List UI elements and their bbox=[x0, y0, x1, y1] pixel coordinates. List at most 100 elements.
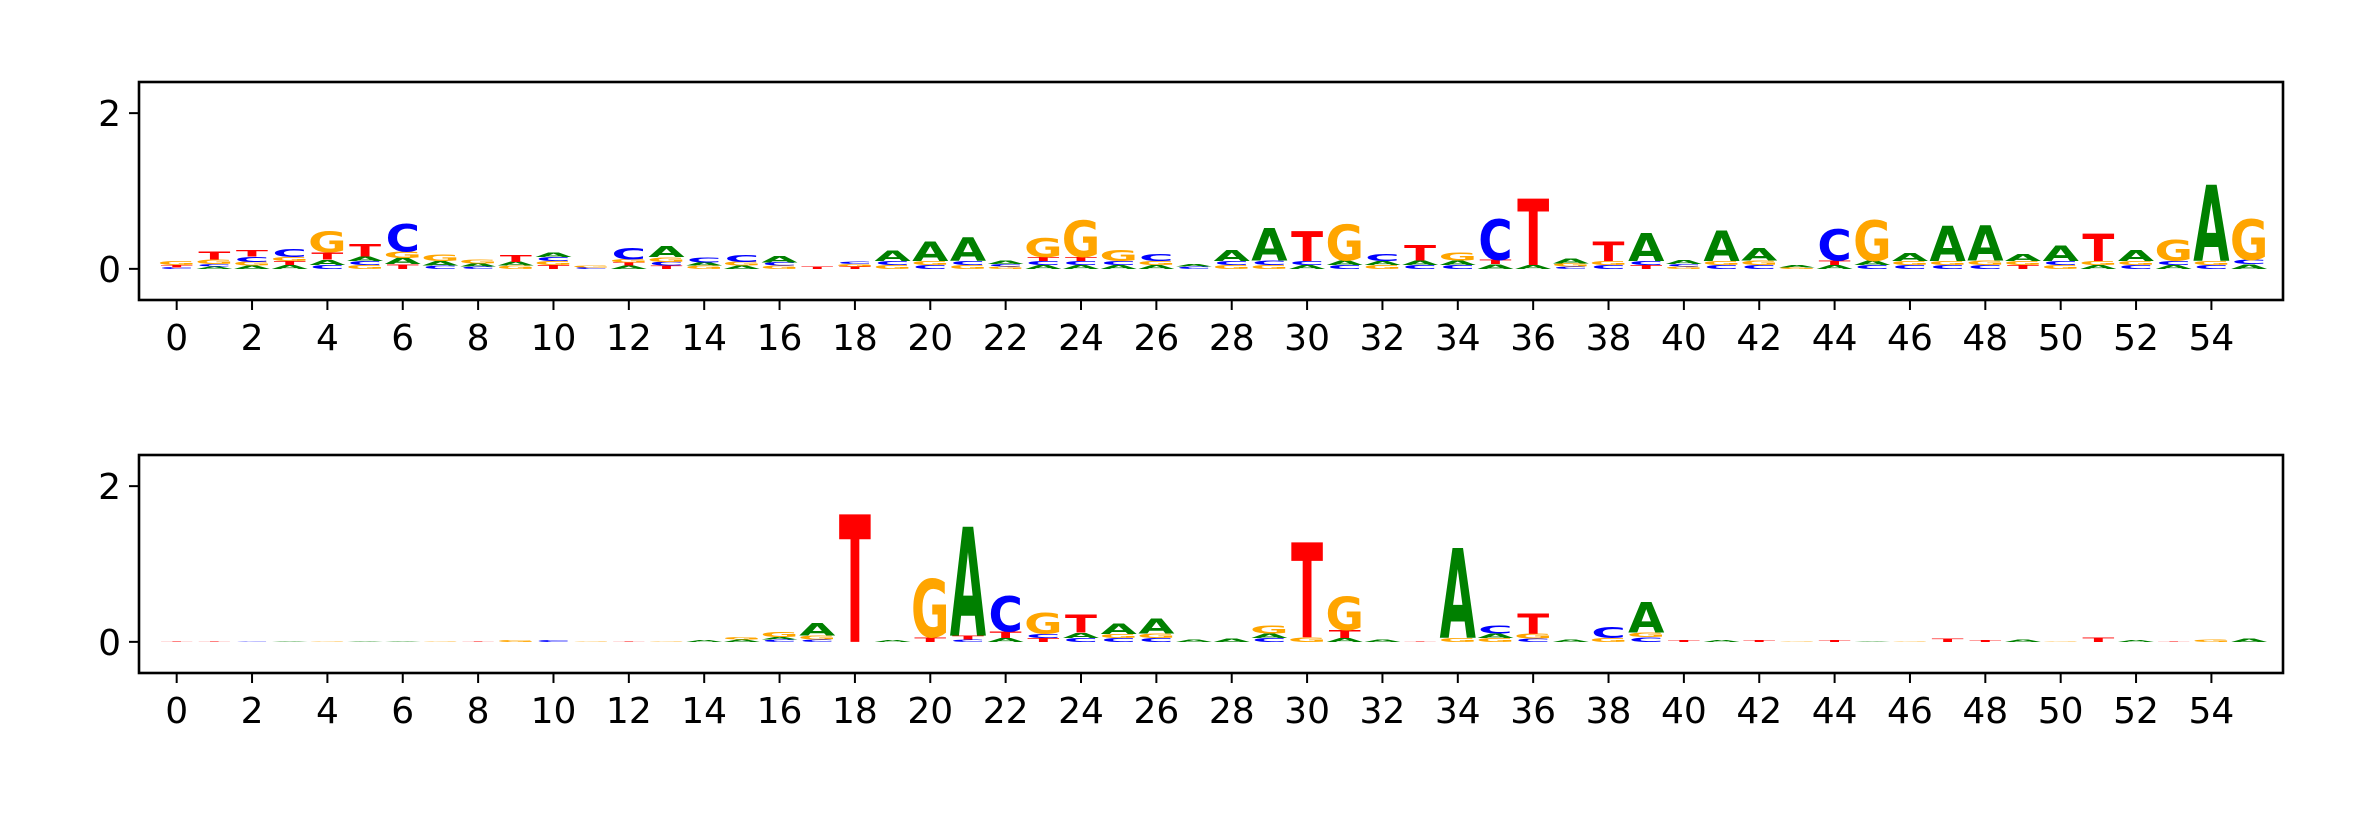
logo-letter-A: A bbox=[1703, 640, 1740, 643]
logo-letter-T: T bbox=[1517, 608, 1550, 640]
logo-letter-G: G bbox=[647, 256, 685, 263]
logo-letter-G: G bbox=[610, 259, 648, 264]
logo-letter-G: G bbox=[2041, 641, 2079, 642]
logo-letter-A: A bbox=[799, 620, 836, 640]
logo-letter-A: A bbox=[347, 255, 383, 262]
logo-letter-A: A bbox=[1930, 218, 1967, 274]
logo-letter-C: C bbox=[235, 641, 269, 642]
x-tick-label: 44 bbox=[1812, 691, 1858, 732]
logo-letter-G: G bbox=[308, 227, 346, 260]
x-tick-label: 4 bbox=[316, 691, 339, 732]
logo-letter-C: C bbox=[1290, 260, 1324, 266]
logo-letter-C: C bbox=[1968, 264, 2002, 270]
x-tick-label: 36 bbox=[1510, 691, 1556, 732]
logo-letter-C: C bbox=[1177, 266, 1211, 270]
logo-letter-A: A bbox=[1176, 639, 1213, 643]
logo-letter-T: T bbox=[500, 253, 532, 264]
x-tick-label: 10 bbox=[531, 691, 577, 732]
logo-letter-T: T bbox=[311, 251, 343, 262]
x-tick-label: 48 bbox=[1962, 318, 2008, 359]
logo-letter-A: A bbox=[1138, 615, 1174, 639]
logo-letter-A: A bbox=[272, 641, 309, 642]
logo-letter-T: T bbox=[952, 635, 984, 641]
logo-letter-G: G bbox=[647, 641, 685, 642]
logo-letter-A: A bbox=[2193, 166, 2229, 287]
logo-letter-C: C bbox=[1441, 264, 1475, 270]
logo-letter-C: C bbox=[1667, 264, 1701, 268]
logo-letter-G: G bbox=[1250, 264, 1288, 270]
logo-letter-C: C bbox=[838, 261, 872, 265]
logo-letter-C: C bbox=[612, 245, 646, 263]
logo-letter-G: G bbox=[1099, 633, 1137, 639]
logo-letter-C: C bbox=[1026, 633, 1060, 639]
logo-letter-A: A bbox=[1816, 264, 1853, 270]
logo-letter-C: C bbox=[1817, 220, 1851, 270]
logo-letter-G: G bbox=[1778, 641, 1816, 642]
logo-letter-A: A bbox=[1553, 639, 1590, 643]
logo-letter-A: A bbox=[2118, 248, 2154, 265]
logo-letter-A: A bbox=[648, 244, 684, 261]
logo-letter-A: A bbox=[1364, 639, 1401, 643]
logo-letter-T: T bbox=[1404, 240, 1436, 265]
logo-letter-A: A bbox=[1063, 264, 1100, 270]
logo-letter-A: A bbox=[2080, 264, 2117, 270]
logo-letter-T: T bbox=[1027, 256, 1059, 262]
logo-letter-G: G bbox=[723, 637, 761, 641]
logo-letter-A: A bbox=[460, 263, 497, 268]
logo-letter-G: G bbox=[2117, 260, 2155, 266]
logo-letter-G: G bbox=[1024, 233, 1062, 263]
logo-letter-G: G bbox=[497, 265, 535, 270]
logo-letter-T: T bbox=[161, 264, 193, 268]
x-tick-label: 6 bbox=[391, 691, 414, 732]
logo-letter-C: C bbox=[1365, 252, 1399, 263]
logo-letter-A: A bbox=[1327, 259, 1363, 266]
logo-letter-T: T bbox=[2082, 636, 2114, 643]
logo-letter-G: G bbox=[1853, 210, 1891, 275]
x-tick-label: 38 bbox=[1586, 691, 1632, 732]
logo-letter-A: A bbox=[347, 641, 384, 642]
logo-letter-A: A bbox=[1628, 226, 1664, 271]
logo-letter-T: T bbox=[990, 630, 1022, 640]
logo-letter-G: G bbox=[1099, 248, 1137, 265]
logo-letter-C: C bbox=[951, 639, 985, 643]
logo-letter-T: T bbox=[613, 262, 645, 267]
logo-letter-G: G bbox=[572, 641, 610, 642]
logo-letter-G: G bbox=[1966, 259, 2004, 266]
logo-letter-T: T bbox=[161, 641, 194, 642]
logo-letter-G: G bbox=[1589, 260, 1627, 266]
logo-letter-A: A bbox=[1741, 245, 1778, 265]
logo-letter-A: A bbox=[1779, 264, 1816, 268]
logo-letter-A: A bbox=[686, 640, 723, 643]
logo-letter-A: A bbox=[1214, 638, 1251, 643]
x-tick-label: 14 bbox=[681, 691, 727, 732]
logo-letter-G: G bbox=[1514, 632, 1552, 641]
logo-letter-G: G bbox=[2230, 209, 2268, 274]
logo-letter-T: T bbox=[914, 636, 946, 643]
logo-letter-C: C bbox=[988, 588, 1022, 644]
logo-letter-C: C bbox=[913, 264, 947, 270]
logo-letter-T: T bbox=[1819, 259, 1851, 266]
logo-letter-T: T bbox=[2007, 264, 2039, 270]
x-tick-label: 0 bbox=[165, 318, 188, 359]
x-tick-label: 48 bbox=[1962, 691, 2008, 732]
logo-letter-A: A bbox=[1628, 595, 1665, 643]
logo-letter-T: T bbox=[839, 266, 871, 270]
logo-letter-C: C bbox=[988, 264, 1022, 268]
logo-letter-C: C bbox=[1215, 260, 1249, 266]
logo-letter-G: G bbox=[1476, 637, 1514, 643]
logo-letter-C: C bbox=[1855, 264, 1889, 270]
logo-letter-C: C bbox=[2194, 264, 2228, 270]
logo-letter-G: G bbox=[572, 265, 610, 268]
x-tick-label: 54 bbox=[2189, 691, 2235, 732]
logo-letter-G: G bbox=[1552, 263, 1590, 268]
logo-letter-G: G bbox=[1439, 637, 1477, 643]
x-tick-label: 52 bbox=[2113, 691, 2159, 732]
logo-letter-T: T bbox=[538, 264, 570, 270]
logo-letter-G: G bbox=[1024, 608, 1062, 641]
logo-letter-A: A bbox=[498, 261, 535, 267]
logo-letter-A: A bbox=[234, 265, 271, 270]
x-tick-label: 28 bbox=[1209, 318, 1255, 359]
x-tick-label: 14 bbox=[681, 318, 727, 359]
logo-letter-C: C bbox=[762, 262, 796, 267]
